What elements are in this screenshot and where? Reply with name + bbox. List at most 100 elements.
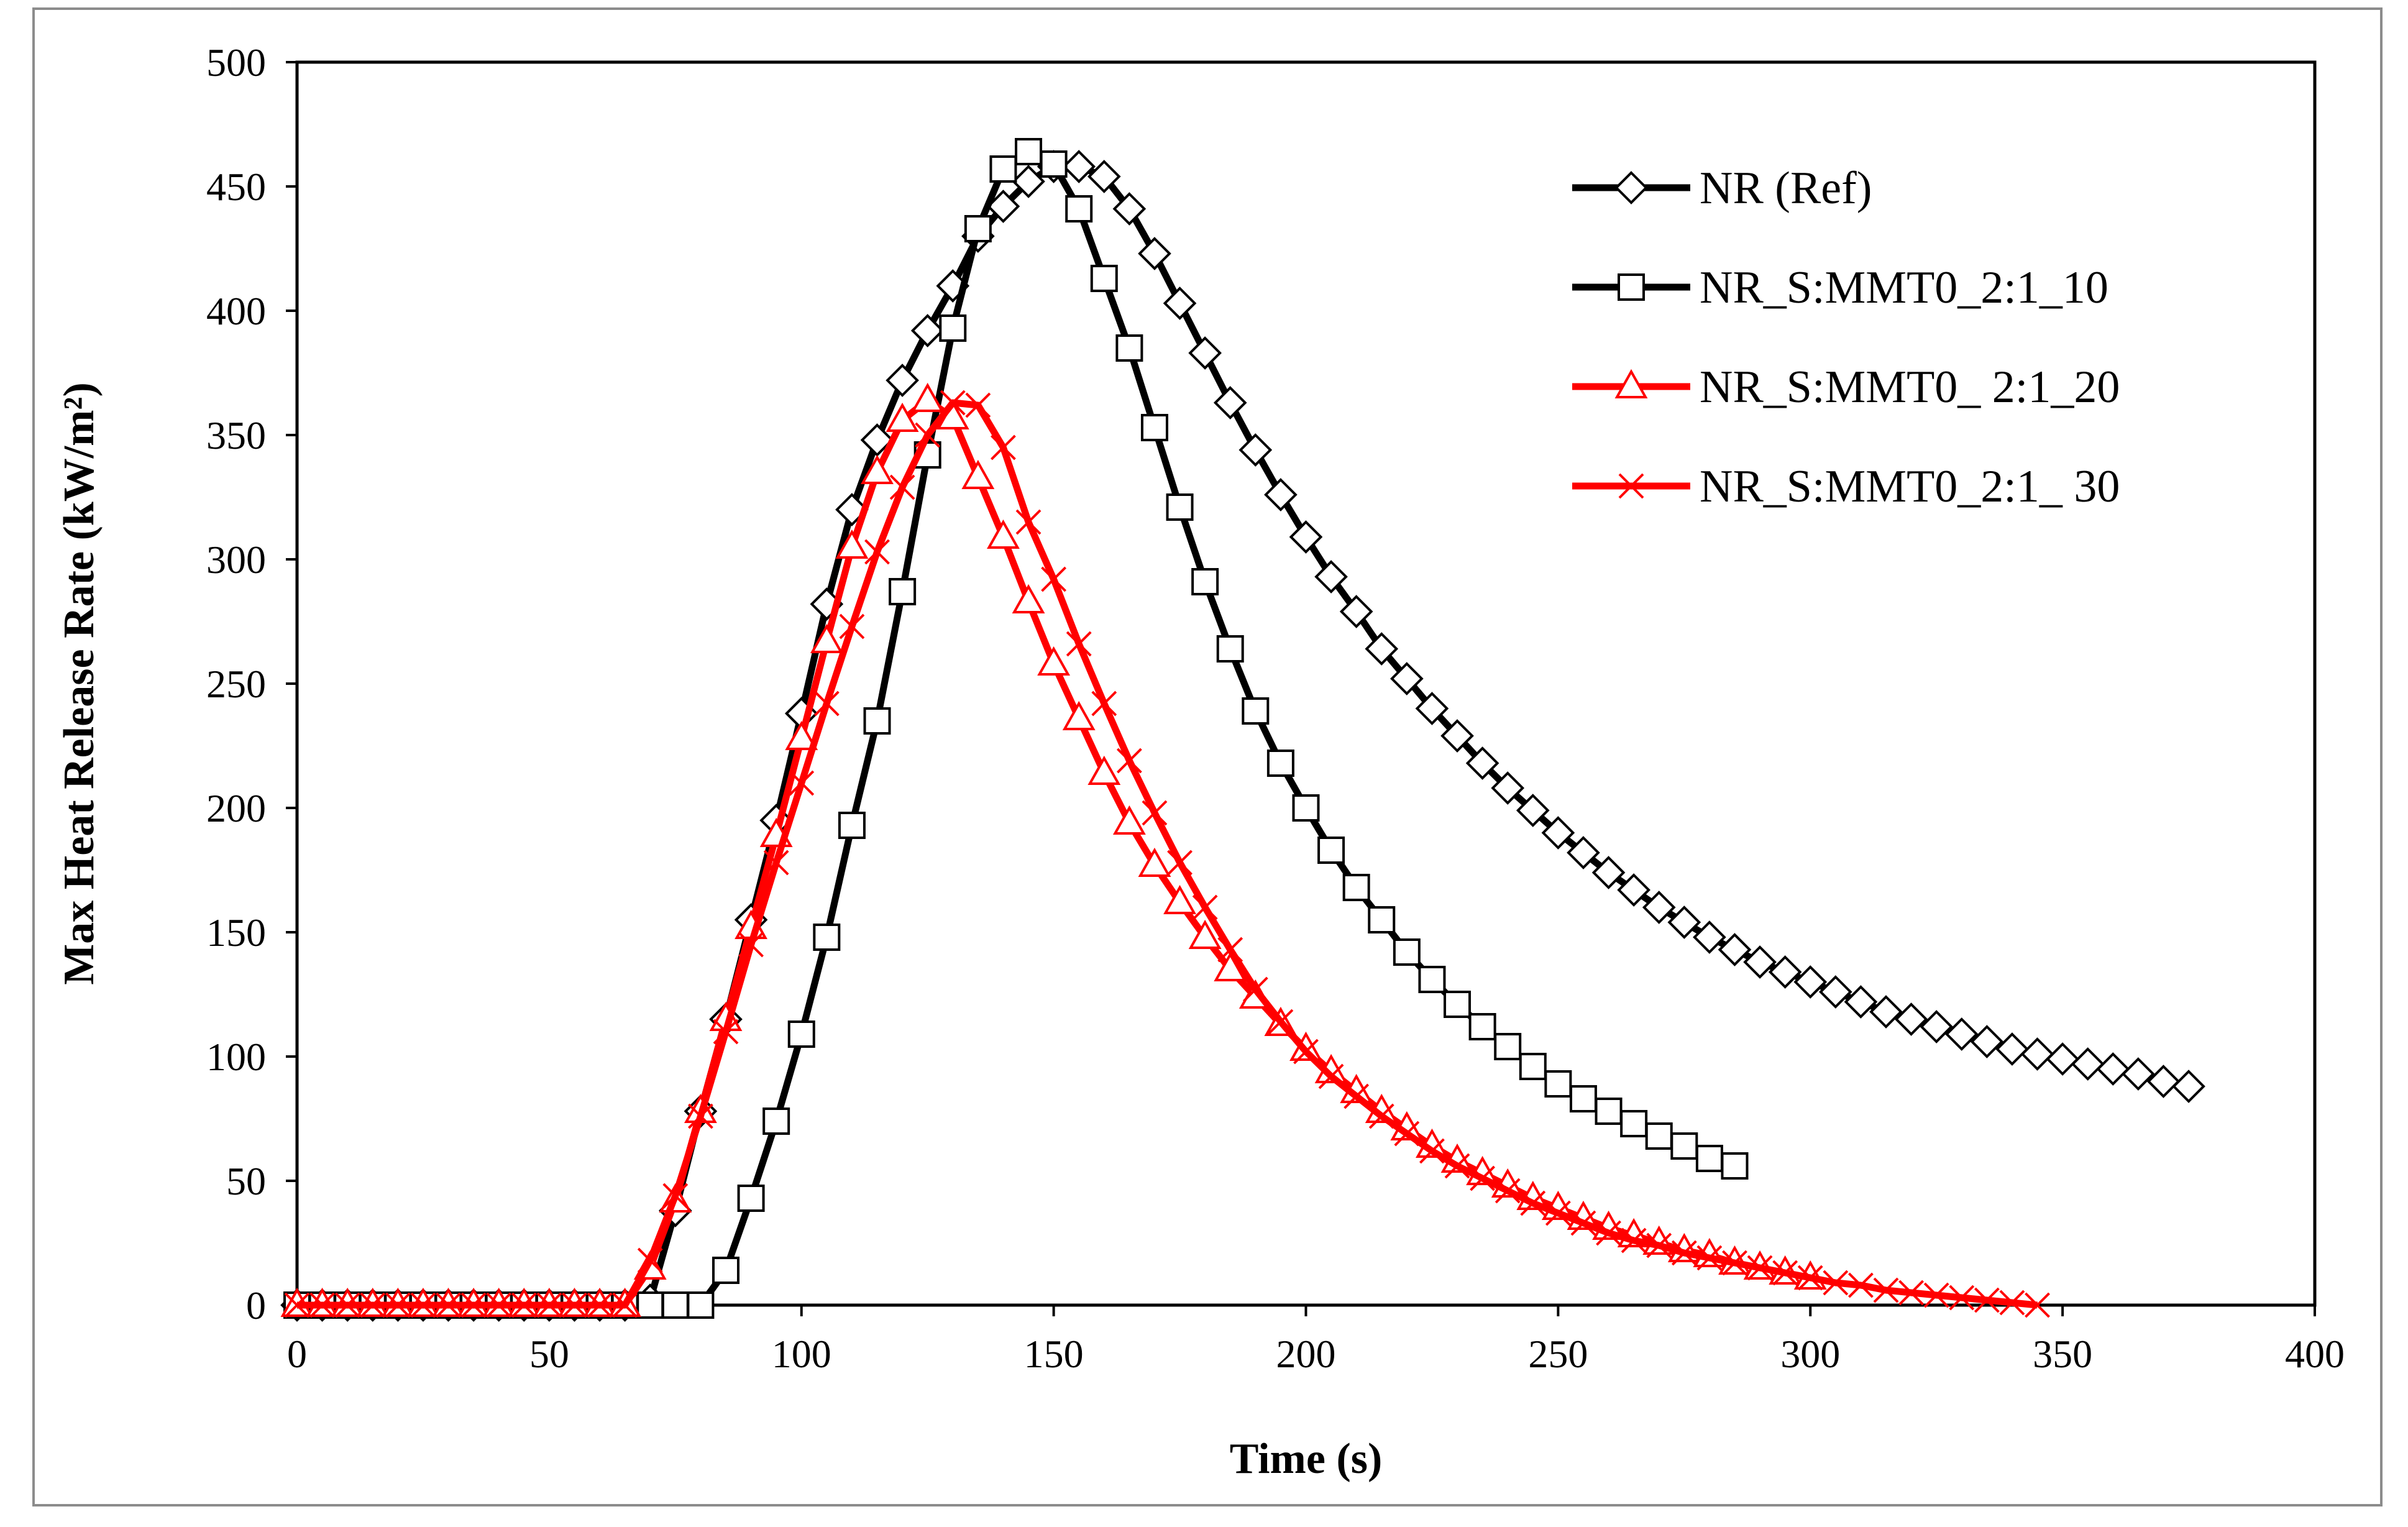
data-point (1444, 1153, 1470, 1179)
data-point (1722, 1250, 1747, 1276)
data-point (1695, 1145, 1723, 1172)
data-point (1721, 1152, 1749, 1180)
data-point (1266, 750, 1294, 777)
legend-label: NR (Ref) (1700, 163, 1872, 214)
data-point (536, 1292, 562, 1318)
legend-item: NR_S:MMT0_2:1_10 (1572, 262, 2108, 313)
data-point (1292, 794, 1320, 822)
data-point (1873, 1277, 1899, 1303)
data-point (1617, 873, 1650, 907)
y-axis-title: Max Heat Release Rate (kW/m²) (55, 382, 103, 985)
data-point (2146, 1065, 2181, 1098)
data-point (1065, 195, 1093, 222)
data-point (1138, 847, 1171, 877)
data-point (1465, 746, 1499, 780)
data-point (1894, 1002, 1928, 1036)
series-line (297, 163, 2190, 1309)
data-point (1037, 646, 1071, 676)
data-point (991, 434, 1016, 461)
data-point (1419, 1138, 1445, 1164)
data-point (1747, 1255, 1773, 1281)
data-point (687, 1103, 713, 1129)
data-point (410, 1292, 436, 1318)
y-tick-label: 500 (206, 40, 266, 85)
data-point (1163, 884, 1196, 914)
x-tick-label: 200 (1276, 1332, 1336, 1376)
data-point (965, 392, 991, 418)
data-point (1317, 837, 1345, 864)
data-point (1339, 595, 1373, 628)
x-tick-label: 0 (287, 1332, 307, 1376)
data-point (1667, 906, 1701, 939)
data-point (961, 459, 995, 489)
data-point (562, 1292, 587, 1318)
data-point (1519, 1053, 1547, 1080)
data-point (1898, 1280, 1925, 1306)
legend-marker (1614, 369, 1648, 398)
data-point (436, 1292, 461, 1318)
data-point (1570, 1210, 1596, 1236)
data-point (989, 155, 1017, 183)
x-tick-label: 150 (1024, 1332, 1084, 1376)
data-point (1970, 1025, 2004, 1058)
x-tick-label: 300 (1780, 1332, 1840, 1376)
data-point (1621, 1227, 1647, 1254)
x-tick-label: 350 (2033, 1332, 2092, 1376)
data-point (1344, 1083, 1370, 1109)
data-point (1468, 1013, 1496, 1040)
data-point (1869, 995, 1903, 1029)
data-point (1645, 1122, 1673, 1150)
y-tick-label: 450 (206, 165, 266, 209)
series-layer (280, 138, 2205, 1322)
data-point (1848, 1272, 1874, 1298)
data-point (839, 613, 865, 640)
data-point (1087, 755, 1121, 785)
data-point (861, 454, 894, 484)
data-point (2172, 1070, 2205, 1103)
data-point (687, 1291, 715, 1319)
data-point (1242, 976, 1268, 1002)
data-point (1544, 1070, 1572, 1098)
y-tick-label: 0 (246, 1283, 266, 1328)
data-point (1214, 952, 1247, 981)
data-point (1920, 1010, 1954, 1043)
data-point (1393, 938, 1421, 966)
data-point (838, 812, 866, 839)
data-point (863, 707, 891, 735)
data-point (1087, 160, 1121, 193)
data-point (886, 402, 919, 432)
data-point (1115, 334, 1143, 362)
data-point (810, 623, 843, 653)
legend-marker (1618, 273, 1645, 301)
y-tick-label: 100 (206, 1035, 266, 1079)
data-point (1591, 856, 1626, 889)
data-point (712, 1257, 739, 1284)
data-point (1192, 894, 1218, 920)
data-point (1646, 1232, 1672, 1259)
x-axis-title: Time (s) (1230, 1435, 1383, 1483)
data-point (1166, 493, 1194, 521)
data-point (2025, 1292, 2050, 1318)
data-point (1470, 1165, 1496, 1191)
legend-label: NR_S:MMT0_ 2:1_20 (1700, 362, 2120, 413)
data-point (1670, 1132, 1698, 1160)
data-point (486, 1292, 512, 1318)
data-point (636, 1291, 664, 1319)
data-point (1696, 1245, 1723, 1271)
y-tick-label: 300 (206, 538, 266, 582)
data-point (1390, 662, 1424, 695)
data-point (1495, 1178, 1521, 1204)
data-point (987, 519, 1020, 549)
data-point (1567, 836, 1600, 869)
data-point (1516, 794, 1550, 827)
data-point (1693, 920, 1726, 954)
x-tick-label: 250 (1528, 1332, 1588, 1376)
data-point (1797, 1265, 1823, 1291)
data-point (1289, 520, 1323, 554)
data-point (587, 1292, 613, 1318)
data-point (1949, 1285, 1975, 1311)
data-point (2096, 1052, 2130, 1086)
data-point (1342, 874, 1370, 901)
data-point (1844, 985, 1878, 1019)
data-point (1999, 1290, 2025, 1316)
